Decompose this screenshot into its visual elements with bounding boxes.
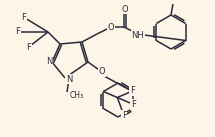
Text: N: N — [66, 75, 72, 83]
Text: N: N — [46, 58, 52, 66]
Text: F: F — [131, 100, 136, 109]
Text: F: F — [130, 86, 135, 95]
Text: NH: NH — [132, 31, 144, 39]
Text: O: O — [108, 22, 114, 32]
Text: CH₃: CH₃ — [70, 91, 84, 99]
Text: F: F — [122, 111, 127, 120]
Text: O: O — [99, 68, 105, 76]
Text: F: F — [22, 12, 26, 22]
Text: F: F — [27, 42, 31, 52]
Text: F: F — [15, 28, 20, 36]
Text: O: O — [122, 5, 128, 14]
Text: Cl: Cl — [170, 0, 178, 2]
